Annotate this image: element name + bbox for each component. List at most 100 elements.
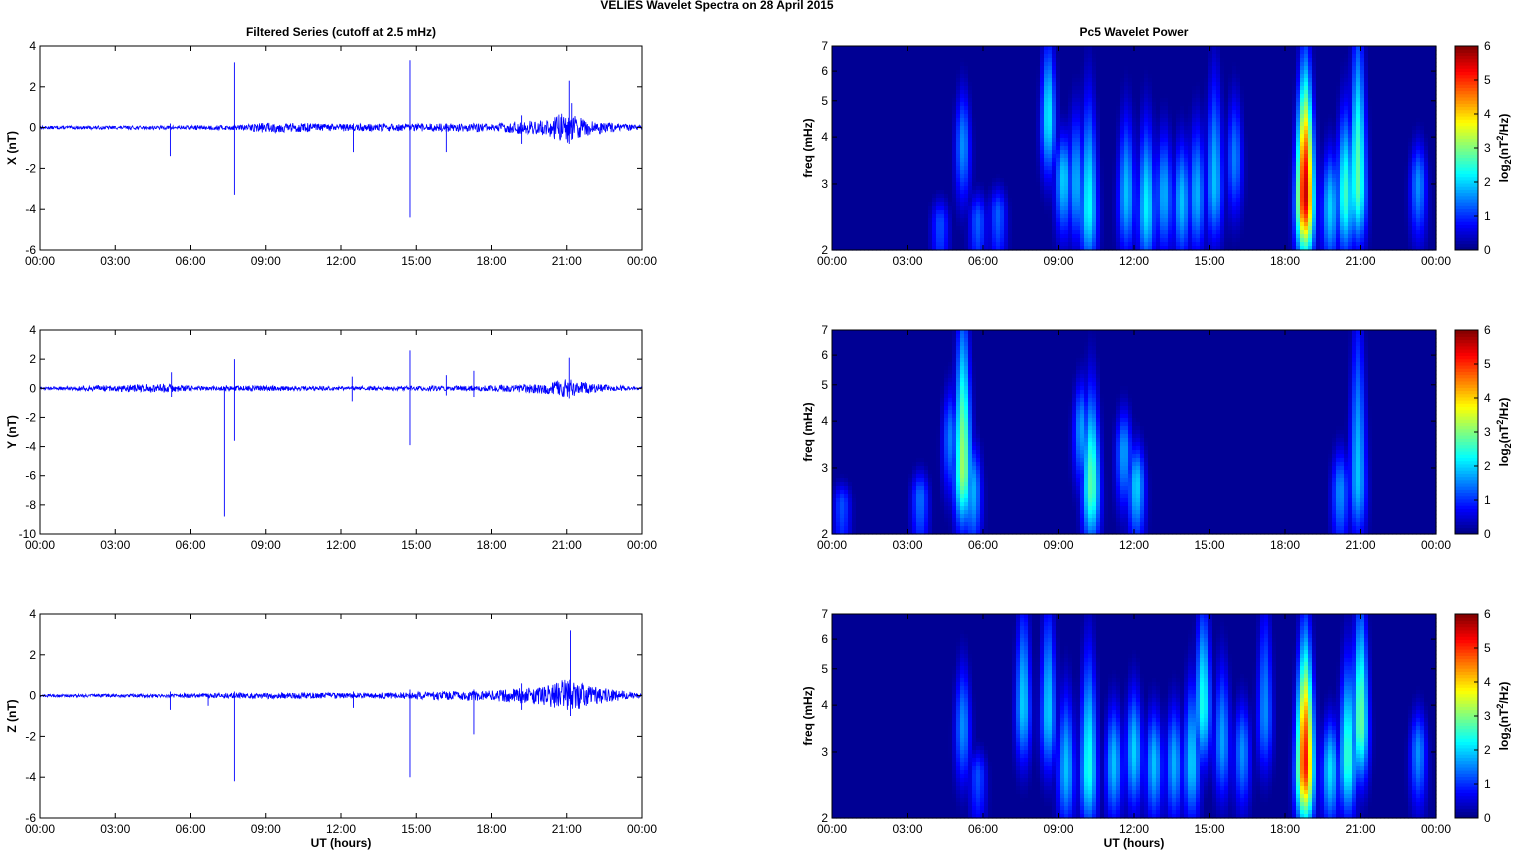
heatmap-cell <box>1164 170 1169 175</box>
heatmap-cell <box>928 162 933 167</box>
heatmap-cell <box>1276 78 1281 83</box>
heatmap-cell <box>860 170 865 175</box>
heatmap-cell <box>908 122 913 127</box>
heatmap-cell <box>1016 58 1021 63</box>
heatmap-cell <box>996 62 1001 67</box>
heatmap-cell <box>1412 142 1417 147</box>
y-series-line <box>40 379 642 397</box>
heatmap-cell <box>1056 102 1061 107</box>
heatmap-cell <box>1164 154 1169 159</box>
heatmap-cell <box>876 98 881 103</box>
heatmap-cell <box>1024 106 1029 111</box>
heatmap-cell <box>1120 74 1125 79</box>
heatmap-cell <box>1200 90 1205 95</box>
heatmap-cell <box>1300 126 1305 131</box>
heatmap-cell <box>1316 74 1321 79</box>
heatmap-cell <box>880 66 885 71</box>
heatmap-cell <box>1072 62 1077 67</box>
heatmap-cell <box>968 82 973 87</box>
heatmap-cell <box>1232 126 1237 131</box>
heatmap-cell <box>1368 90 1373 95</box>
heatmap-cell <box>1352 110 1357 115</box>
heatmap-cell <box>884 162 889 167</box>
heatmap-cell <box>1384 146 1389 151</box>
heatmap-cell <box>1000 50 1005 55</box>
heatmap-cell <box>1348 118 1353 123</box>
heatmap-cell <box>1140 138 1145 143</box>
heatmap-cell <box>1400 46 1405 51</box>
heatmap-cell <box>1320 146 1325 151</box>
heatmap-cell <box>944 138 949 143</box>
heatmap-cell <box>928 130 933 135</box>
heatmap-cell <box>1124 98 1129 103</box>
heatmap-cell <box>968 102 973 107</box>
heatmap-cell <box>1064 134 1069 139</box>
heatmap-cell <box>880 162 885 167</box>
heatmap-cell <box>1148 130 1153 135</box>
heatmap-cell <box>1424 66 1429 71</box>
heatmap-cell <box>1180 54 1185 59</box>
heatmap-cell <box>964 50 969 55</box>
heatmap-cell <box>1132 106 1137 111</box>
heatmap-cell <box>1244 158 1249 163</box>
heatmap-cell <box>1376 58 1381 63</box>
heatmap-cell <box>1420 74 1425 79</box>
heatmap-cell <box>948 162 953 167</box>
heatmap-cell <box>1168 110 1173 115</box>
heatmap-cell <box>1092 98 1097 103</box>
heatmap-cell <box>1236 150 1241 155</box>
heatmap-cell <box>1232 114 1237 119</box>
heatmap-cell <box>1012 146 1017 151</box>
heatmap-cell <box>1088 138 1093 143</box>
heatmap-cell <box>1112 106 1117 111</box>
heatmap-cell <box>1088 162 1093 167</box>
heatmap-cell <box>1300 162 1305 167</box>
heatmap-cell <box>1176 170 1181 175</box>
heatmap-cell <box>1184 118 1189 123</box>
heatmap-cell <box>1136 146 1141 151</box>
heatmap-cell <box>1076 114 1081 119</box>
heatmap-cell <box>948 158 953 163</box>
heatmap-cell <box>1380 122 1385 127</box>
heatmap-cell <box>1292 90 1297 95</box>
heatmap-cell <box>1128 118 1133 123</box>
heatmap-cell <box>1356 114 1361 119</box>
heatmap-cell <box>1040 146 1045 151</box>
heatmap-cell <box>1396 122 1401 127</box>
heatmap-cell <box>1236 130 1241 135</box>
heatmap-cell <box>1252 134 1257 139</box>
heatmap-cell <box>1248 110 1253 115</box>
heatmap-cell <box>1136 110 1141 115</box>
heatmap-cell <box>1196 110 1201 115</box>
heatmap-cell <box>1348 154 1353 159</box>
heatmap-cell <box>952 110 957 115</box>
heatmap-cell <box>1356 162 1361 167</box>
heatmap-cell <box>1124 138 1129 143</box>
heatmap-cell <box>1352 70 1357 75</box>
heatmap-cell <box>1264 114 1269 119</box>
heatmap-cell <box>1292 98 1297 103</box>
heatmap-cell <box>1340 82 1345 87</box>
heatmap-cell <box>1056 82 1061 87</box>
heatmap-cell <box>1272 74 1277 79</box>
heatmap-cell <box>1084 106 1089 111</box>
heatmap-cell <box>1184 110 1189 115</box>
heatmap-cell <box>992 114 997 119</box>
heatmap-cell <box>1308 50 1313 55</box>
heatmap-cell <box>1088 70 1093 75</box>
heatmap-cell <box>840 130 845 135</box>
heatmap-cell <box>1180 102 1185 107</box>
heatmap-cell <box>1024 126 1029 131</box>
heatmap-cell <box>1312 142 1317 147</box>
heatmap-cell <box>936 62 941 67</box>
heatmap-cell <box>1176 150 1181 155</box>
heatmap-cell <box>1204 130 1209 135</box>
heatmap-cell <box>1172 82 1177 87</box>
y-tick-label: -6 <box>25 469 36 483</box>
heatmap-cell <box>1324 166 1329 171</box>
heatmap-cell <box>992 126 997 131</box>
heatmap-cell <box>1172 58 1177 63</box>
heatmap-cell <box>1064 122 1069 127</box>
heatmap-cell <box>1380 74 1385 79</box>
heatmap-cell <box>1228 114 1233 119</box>
